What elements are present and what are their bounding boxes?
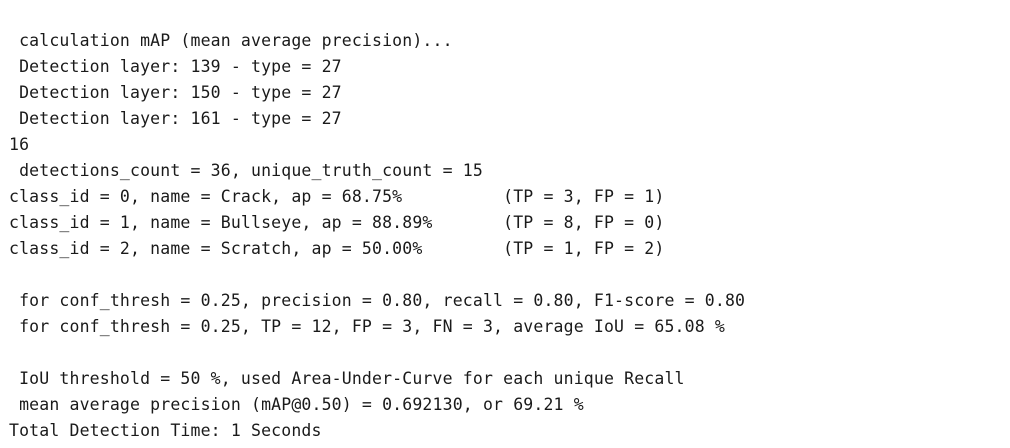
console-text: class_id = 1, name = Bullseye, ap = 88.8… bbox=[9, 213, 665, 232]
console-line-class-scratch: class_id = 2, name = Scratch, ap = 50.00… bbox=[9, 236, 664, 262]
console-text: calculation mAP (mean average precision)… bbox=[9, 31, 453, 50]
console-line-detection-layer-150: Detection layer: 150 - type = 27 bbox=[9, 80, 342, 106]
console-line-detection-layer-161: Detection layer: 161 - type = 27 bbox=[9, 106, 342, 132]
console-text: 16 bbox=[9, 135, 30, 154]
console-line-detection-time: Total Detection Time: 1 Seconds bbox=[9, 418, 322, 444]
console-text: Detection layer: 139 - type = 27 bbox=[9, 57, 342, 76]
console-text: Detection layer: 161 - type = 27 bbox=[9, 109, 342, 128]
console-text: class_id = 0, name = Crack, ap = 68.75% … bbox=[9, 187, 665, 206]
console-text: mean average precision (mAP@0.50) = 0.69… bbox=[9, 395, 584, 414]
console-text: class_id = 2, name = Scratch, ap = 50.00… bbox=[9, 239, 665, 258]
console-line-class-crack: class_id = 0, name = Crack, ap = 68.75% … bbox=[9, 184, 664, 210]
console-line-detection-layer-139: Detection layer: 139 - type = 27 bbox=[9, 54, 342, 80]
console-text: IoU threshold = 50 %, used Area-Under-Cu… bbox=[9, 369, 685, 388]
console-line-mean-average-precision: mean average precision (mAP@0.50) = 0.69… bbox=[9, 392, 584, 418]
console-text: detections_count = 36, unique_truth_coun… bbox=[9, 161, 483, 180]
console-line-iou-threshold: IoU threshold = 50 %, used Area-Under-Cu… bbox=[9, 366, 685, 392]
console-text: Total Detection Time: 1 Seconds bbox=[9, 421, 322, 440]
console-text: for conf_thresh = 0.25, TP = 12, FP = 3,… bbox=[9, 317, 725, 336]
console-text: Detection layer: 150 - type = 27 bbox=[9, 83, 342, 102]
console-line-precision-recall: for conf_thresh = 0.25, precision = 0.80… bbox=[9, 288, 745, 314]
console-line-detections-count: detections_count = 36, unique_truth_coun… bbox=[9, 158, 483, 184]
console-line-class-bullseye: class_id = 1, name = Bullseye, ap = 88.8… bbox=[9, 210, 664, 236]
console-line-tp-fp-fn: for conf_thresh = 0.25, TP = 12, FP = 3,… bbox=[9, 314, 725, 340]
console-line-count: 16 bbox=[9, 132, 29, 158]
console-line-map-calculation: calculation mAP (mean average precision)… bbox=[9, 28, 453, 54]
console-text: for conf_thresh = 0.25, precision = 0.80… bbox=[9, 291, 746, 310]
